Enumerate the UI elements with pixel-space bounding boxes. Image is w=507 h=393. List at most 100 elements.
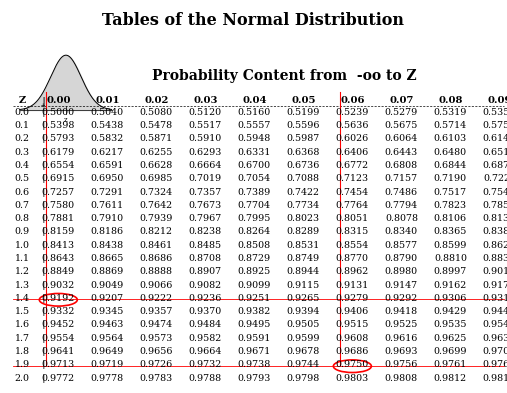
Text: 0.9177: 0.9177 (483, 281, 507, 290)
Text: 0.9082: 0.9082 (189, 281, 222, 290)
Text: 0.8340: 0.8340 (385, 228, 418, 237)
Text: 0.9693: 0.9693 (385, 347, 418, 356)
Text: 0.5160: 0.5160 (238, 108, 271, 117)
Text: 0.6808: 0.6808 (385, 161, 418, 170)
Text: 0.8599: 0.8599 (433, 241, 467, 250)
Text: 0.8888: 0.8888 (140, 267, 173, 276)
Text: 0.6985: 0.6985 (139, 174, 173, 183)
Text: 0.3: 0.3 (15, 148, 30, 157)
Text: 0.9505: 0.9505 (286, 320, 320, 329)
Text: 0.5910: 0.5910 (189, 134, 222, 143)
Text: 1.5: 1.5 (15, 307, 30, 316)
Text: 0.9788: 0.9788 (189, 373, 222, 382)
Text: 0.9783: 0.9783 (140, 373, 173, 382)
Text: 1.7: 1.7 (15, 334, 30, 343)
Text: 0.5517: 0.5517 (189, 121, 222, 130)
Text: 0.7123: 0.7123 (336, 174, 369, 183)
Text: 0.7580: 0.7580 (42, 201, 75, 210)
Text: 0.5714: 0.5714 (434, 121, 467, 130)
Text: 0.6217: 0.6217 (91, 148, 124, 157)
Text: 0.9649: 0.9649 (91, 347, 124, 356)
Text: 0.5080: 0.5080 (140, 108, 173, 117)
Text: 0.7734: 0.7734 (287, 201, 320, 210)
Text: 0.6554: 0.6554 (42, 161, 75, 170)
Text: 0.9738: 0.9738 (238, 360, 271, 369)
Text: Probability Content from  -oo to Z: Probability Content from -oo to Z (152, 69, 416, 83)
Text: 0.9394: 0.9394 (286, 307, 320, 316)
Text: 0.5596: 0.5596 (286, 121, 320, 130)
Text: 0.6736: 0.6736 (286, 161, 320, 170)
Text: 0.7939: 0.7939 (139, 214, 173, 223)
Text: 0.7764: 0.7764 (336, 201, 369, 210)
Text: 0.8413: 0.8413 (42, 241, 75, 250)
Text: 0.8508: 0.8508 (238, 241, 271, 250)
Text: 0.8869: 0.8869 (91, 267, 124, 276)
Text: 0.7: 0.7 (15, 201, 30, 210)
Text: 0.9418: 0.9418 (385, 307, 418, 316)
Text: 0.9686: 0.9686 (336, 347, 369, 356)
Text: 0.9545: 0.9545 (483, 320, 507, 329)
Text: 0.9306: 0.9306 (433, 294, 467, 303)
Text: 0.9591: 0.9591 (238, 334, 271, 343)
Text: 0.7549: 0.7549 (483, 187, 507, 196)
Text: 0.7486: 0.7486 (385, 187, 418, 196)
Text: 0.8830: 0.8830 (483, 254, 507, 263)
Text: 0.04: 0.04 (242, 96, 267, 105)
Text: 0.5120: 0.5120 (189, 108, 222, 117)
Text: |: | (40, 187, 46, 196)
Text: 0.8212: 0.8212 (140, 228, 173, 237)
Text: 0.5832: 0.5832 (91, 134, 124, 143)
Text: |: | (40, 294, 46, 303)
Text: 0.9761: 0.9761 (434, 360, 467, 369)
Text: |: | (40, 267, 46, 276)
Text: 0.5478: 0.5478 (140, 121, 173, 130)
Text: 0.5793: 0.5793 (42, 134, 75, 143)
Text: |: | (40, 254, 46, 263)
Text: 0.9808: 0.9808 (385, 373, 418, 382)
Text: |: | (40, 201, 46, 210)
Text: 0.7823: 0.7823 (434, 201, 467, 210)
Text: 0.7324: 0.7324 (140, 187, 173, 196)
Text: 0.9382: 0.9382 (238, 307, 271, 316)
Text: |: | (40, 214, 46, 223)
Text: 0.6179: 0.6179 (42, 148, 75, 157)
Text: |: | (40, 320, 46, 329)
Text: |: | (40, 121, 46, 130)
Text: 0.9192: 0.9192 (42, 294, 75, 303)
Text: |: | (40, 307, 46, 316)
Text: 0.02: 0.02 (144, 96, 168, 105)
Text: 0.9608: 0.9608 (336, 334, 369, 343)
Text: 0.6480: 0.6480 (434, 148, 467, 157)
Text: 0.8461: 0.8461 (140, 241, 173, 250)
Text: 0.7157: 0.7157 (385, 174, 418, 183)
Text: 0.8186: 0.8186 (91, 228, 124, 237)
Text: 0.6844: 0.6844 (434, 161, 467, 170)
Text: 0.7019: 0.7019 (189, 174, 222, 183)
Text: 0.8686: 0.8686 (140, 254, 173, 263)
Text: 0.7454: 0.7454 (336, 187, 369, 196)
Text: 0.8531: 0.8531 (287, 241, 320, 250)
Text: 0.9429: 0.9429 (434, 307, 467, 316)
Text: 0.7794: 0.7794 (385, 201, 418, 210)
Text: 0.9484: 0.9484 (189, 320, 222, 329)
Text: 0.6772: 0.6772 (336, 161, 369, 170)
Text: 0.8438: 0.8438 (91, 241, 124, 250)
Text: 0.9319: 0.9319 (483, 294, 507, 303)
Text: 0.7673: 0.7673 (189, 201, 222, 210)
Text: 0.6141: 0.6141 (483, 134, 507, 143)
Text: 0.8729: 0.8729 (238, 254, 271, 263)
Text: 0.9772: 0.9772 (42, 373, 75, 382)
Text: Tables of the Normal Distribution: Tables of the Normal Distribution (102, 12, 405, 29)
Text: 1.2: 1.2 (15, 267, 30, 276)
Text: 0.06: 0.06 (340, 96, 365, 105)
Text: 0.8106: 0.8106 (434, 214, 467, 223)
Text: 0.6368: 0.6368 (286, 148, 320, 157)
Text: 0.5871: 0.5871 (140, 134, 173, 143)
Text: 0.9406: 0.9406 (336, 307, 369, 316)
Text: 1.1: 1.1 (15, 254, 30, 263)
Text: 0.6: 0.6 (15, 187, 30, 196)
Text: 0.9236: 0.9236 (189, 294, 222, 303)
Text: 0.9812: 0.9812 (434, 373, 467, 382)
Text: 0.8315: 0.8315 (336, 228, 369, 237)
Text: 0.05: 0.05 (291, 96, 315, 105)
